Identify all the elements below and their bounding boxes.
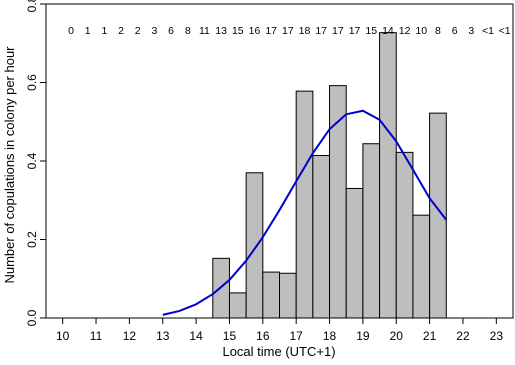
y-axis-label: Number of copulations in colony per hour bbox=[2, 46, 17, 284]
bar bbox=[295, 90, 314, 319]
x-tick-label: 15 bbox=[223, 329, 237, 343]
x-tick-label: 11 bbox=[90, 329, 103, 343]
sample-size-label: 18 bbox=[299, 25, 311, 37]
sample-size-label: 3 bbox=[468, 25, 474, 37]
sample-size-label: <1 bbox=[499, 25, 511, 37]
bar bbox=[312, 155, 331, 319]
x-tick-label: 13 bbox=[156, 329, 170, 343]
sample-size-label: 13 bbox=[215, 25, 227, 37]
sample-size-label: 3 bbox=[151, 25, 157, 37]
x-tick-label: 18 bbox=[323, 329, 337, 343]
x-tick-label: 22 bbox=[456, 329, 470, 343]
sample-size-label: 1 bbox=[101, 25, 107, 37]
sample-size-labels: 0 1 1 2 2 3 6 8 11 13 15 16 17 17 18 17 17 17 15 14 12 10 8 6 3 <… bbox=[68, 25, 511, 37]
x-axis-label: Local time (UTC+1) bbox=[222, 344, 335, 359]
sample-size-label: 6 bbox=[452, 25, 458, 37]
x-tick-label: 19 bbox=[356, 329, 370, 343]
sample-size-label: 17 bbox=[332, 25, 344, 37]
fit-curve bbox=[162, 109, 448, 316]
x-tick-label: 20 bbox=[390, 329, 404, 343]
curve-layer bbox=[162, 109, 448, 316]
x-tick-label: 14 bbox=[189, 329, 203, 343]
bar bbox=[245, 172, 264, 319]
bar bbox=[345, 187, 364, 319]
bar bbox=[412, 214, 431, 319]
x-tick-label: 16 bbox=[256, 329, 270, 343]
sample-size-label: 17 bbox=[315, 25, 327, 37]
bar bbox=[262, 271, 281, 319]
x-tick-label: 10 bbox=[56, 329, 70, 343]
y-tick-label: 0.4 bbox=[25, 152, 39, 169]
sample-size-label: 12 bbox=[399, 25, 411, 37]
axes-layer: 10 11 12 13 14 15 16 17 18 19 20 21 22 230.00.20.40.6… bbox=[25, 0, 514, 343]
sample-size-label: 15 bbox=[232, 25, 244, 37]
sample-size-label: 2 bbox=[118, 25, 124, 37]
sample-size-label: 16 bbox=[249, 25, 261, 37]
x-tick-label: 17 bbox=[289, 329, 303, 343]
y-tick-label: 0.2 bbox=[25, 231, 39, 248]
sample-size-label: 10 bbox=[415, 25, 427, 37]
sample-size-label: 8 bbox=[435, 25, 441, 37]
sample-size-label: 14 bbox=[382, 25, 394, 37]
sample-size-label: 17 bbox=[265, 25, 277, 37]
sample-size-label: <1 bbox=[482, 25, 494, 37]
sample-size-label: 6 bbox=[168, 25, 174, 37]
x-tick-label: 12 bbox=[123, 329, 137, 343]
x-tick-label: 21 bbox=[423, 329, 437, 343]
sample-size-label: 1 bbox=[85, 25, 91, 37]
bar bbox=[279, 272, 297, 319]
bar bbox=[228, 292, 247, 319]
bar bbox=[379, 32, 397, 319]
sample-size-label: 17 bbox=[349, 25, 361, 37]
y-tick-label: 0.0 bbox=[25, 309, 39, 326]
bar bbox=[362, 143, 381, 319]
sample-size-label: 8 bbox=[185, 25, 191, 37]
y-tick-label: 0.6 bbox=[25, 74, 39, 91]
x-tick-label: 23 bbox=[490, 329, 504, 343]
sample-size-label: 0 bbox=[68, 25, 74, 37]
sample-size-label: 15 bbox=[365, 25, 377, 37]
y-tick-label: 0.8 bbox=[25, 0, 39, 12]
bar bbox=[395, 151, 414, 319]
sample-size-label: 2 bbox=[135, 25, 141, 37]
sample-size-label: 11 bbox=[199, 25, 210, 37]
sample-size-label: 17 bbox=[282, 25, 294, 37]
bars-layer bbox=[212, 32, 447, 319]
